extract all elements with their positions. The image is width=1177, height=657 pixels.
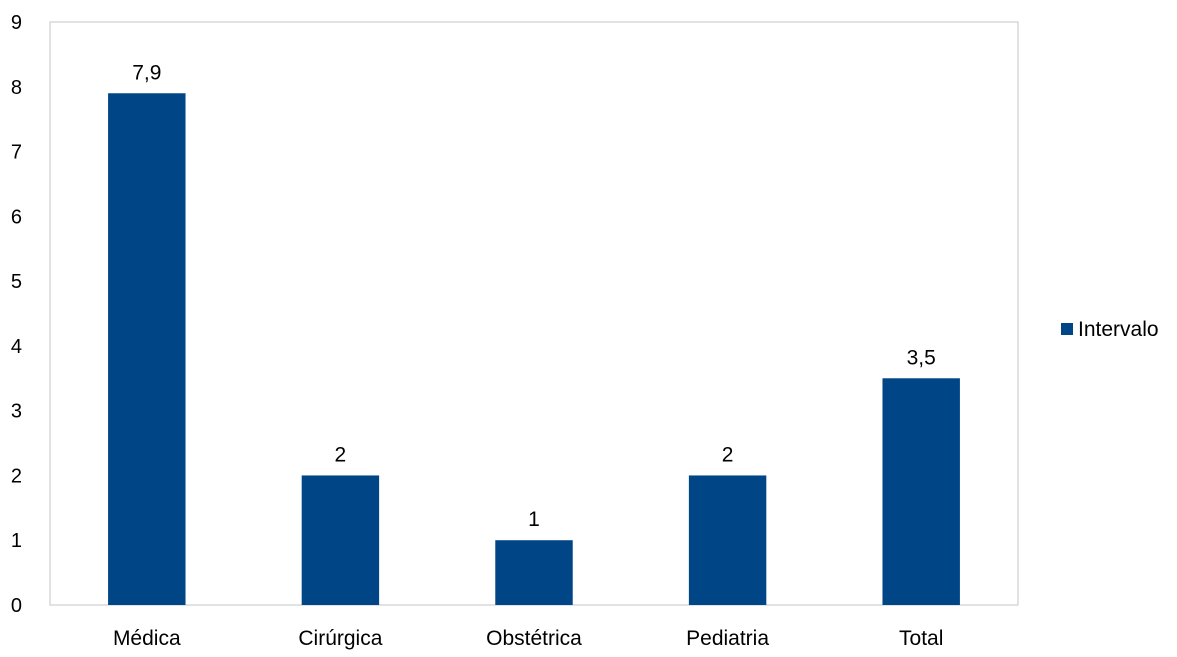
y-tick-label: 2: [11, 465, 22, 487]
bar-data-label: 7,9: [132, 61, 161, 84]
bar-data-label: 2: [722, 443, 734, 466]
x-tick-label: Pediatria: [686, 627, 769, 650]
bar-series: [108, 93, 960, 605]
x-tick-label: Obstétrica: [486, 627, 582, 650]
bar: [301, 475, 380, 605]
y-tick-label: 9: [11, 12, 22, 34]
x-axis: Médica Cirúrgica Obstétrica Pediatria Total: [113, 627, 943, 650]
y-tick-label: 0: [11, 595, 22, 617]
bar: [495, 540, 573, 605]
bar-data-label: 3,5: [907, 346, 936, 369]
bar: [108, 93, 186, 605]
y-axis: 0 1 2 3 4 5 6 7 8 9: [11, 12, 22, 617]
y-tick-label: 4: [11, 336, 22, 358]
y-tick-label: 1: [11, 530, 22, 552]
bar-data-label: 2: [335, 443, 347, 466]
bar-data-label: 1: [528, 508, 540, 531]
y-tick-label: 3: [11, 401, 22, 423]
y-tick-label: 6: [11, 206, 22, 228]
x-tick-label: Cirúrgica: [298, 627, 382, 650]
x-tick-label: Total: [899, 627, 943, 650]
y-tick-label: 5: [11, 271, 22, 293]
legend-swatch: [1061, 323, 1073, 335]
bar: [882, 378, 960, 605]
legend: Intervalo: [1061, 318, 1159, 341]
legend-label-intervalo: Intervalo: [1078, 318, 1159, 341]
data-labels: 7,9 2 1 2 3,5: [132, 61, 936, 531]
x-tick-label: Médica: [113, 627, 181, 650]
bar: [688, 475, 767, 605]
y-tick-label: 8: [11, 77, 22, 99]
y-tick-label: 7: [11, 142, 22, 164]
